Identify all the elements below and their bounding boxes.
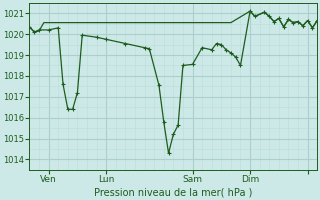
X-axis label: Pression niveau de la mer( hPa ): Pression niveau de la mer( hPa ) <box>94 187 252 197</box>
